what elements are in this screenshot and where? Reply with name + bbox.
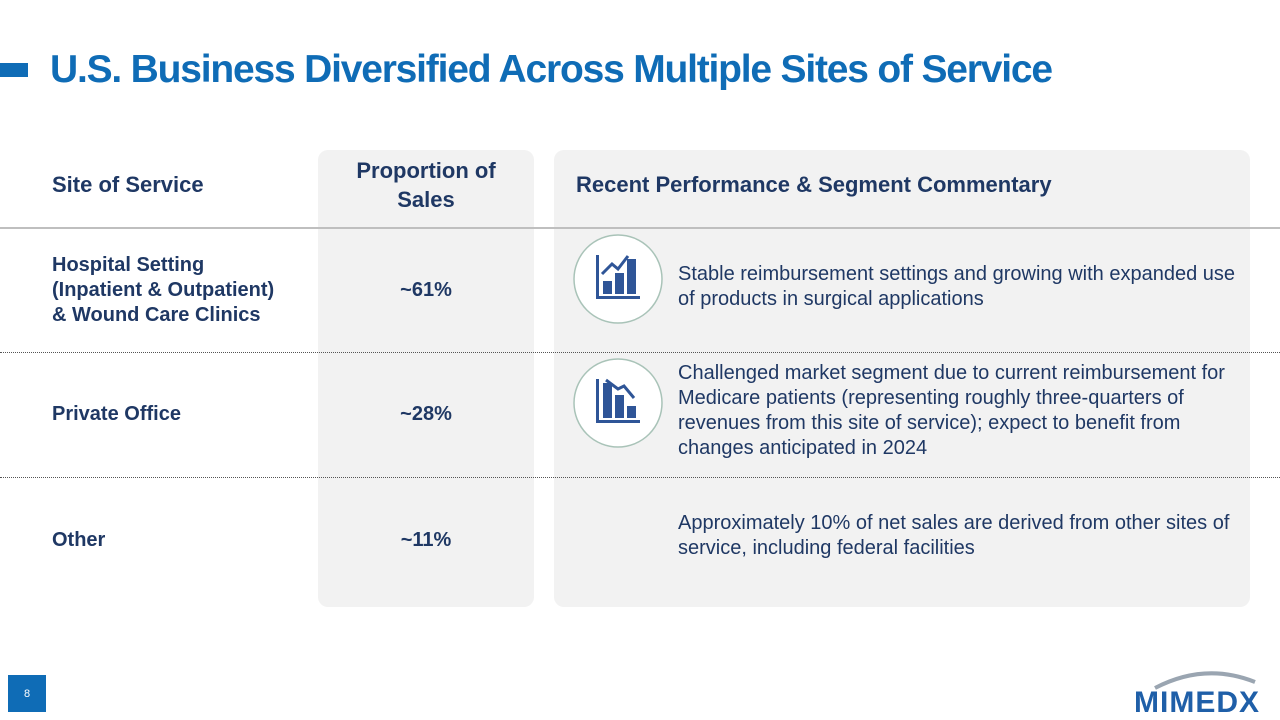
- page-number: 8: [8, 675, 46, 712]
- site-line: & Wound Care Clinics: [52, 304, 261, 326]
- site-cell: Private Office: [52, 352, 181, 477]
- site-cell: Hospital Setting (Inpatient & Outpatient)…: [52, 229, 274, 352]
- commentary-cell: Challenged market segment due to current…: [678, 361, 1225, 459]
- logo-arc: [1154, 671, 1256, 690]
- decline-icon: [573, 358, 663, 448]
- commentary-cell: Stable reimbursement settings and growin…: [678, 262, 1235, 310]
- row-separator: [0, 352, 1280, 353]
- header-rule: [0, 227, 1280, 229]
- growth-icon: [573, 234, 663, 324]
- site-lines: Hospital Setting (Inpatient & Outpatient)…: [52, 253, 274, 328]
- header-commentary: Recent Performance & Segment Commentary: [576, 172, 1052, 197]
- proportion-cell: ~28%: [400, 403, 452, 425]
- site-cell: Other: [52, 477, 105, 603]
- header-proportion: Proportion of Sales: [356, 158, 496, 212]
- site-line: Hospital Setting: [52, 254, 205, 276]
- proportion-cell: ~11%: [400, 528, 452, 551]
- site-lines: Private Office: [52, 402, 181, 427]
- proportion-panel: [318, 150, 534, 607]
- site-line: Other: [52, 528, 106, 551]
- header-site: Site of Service: [52, 172, 204, 197]
- title-accent: [0, 63, 28, 77]
- commentary-panel: [554, 150, 1250, 607]
- site-lines: Other: [52, 528, 105, 553]
- logo: MIMEDX: [1134, 686, 1260, 719]
- proportion-cell: ~61%: [400, 279, 452, 301]
- row-separator: [0, 477, 1280, 478]
- commentary-cell: Approximately 10% of net sales are deriv…: [678, 512, 1230, 559]
- site-line: Private Office: [52, 403, 181, 425]
- site-line: (Inpatient & Outpatient): [52, 279, 275, 301]
- slide-title: U.S. Business Diversified Across Multipl…: [50, 48, 1053, 91]
